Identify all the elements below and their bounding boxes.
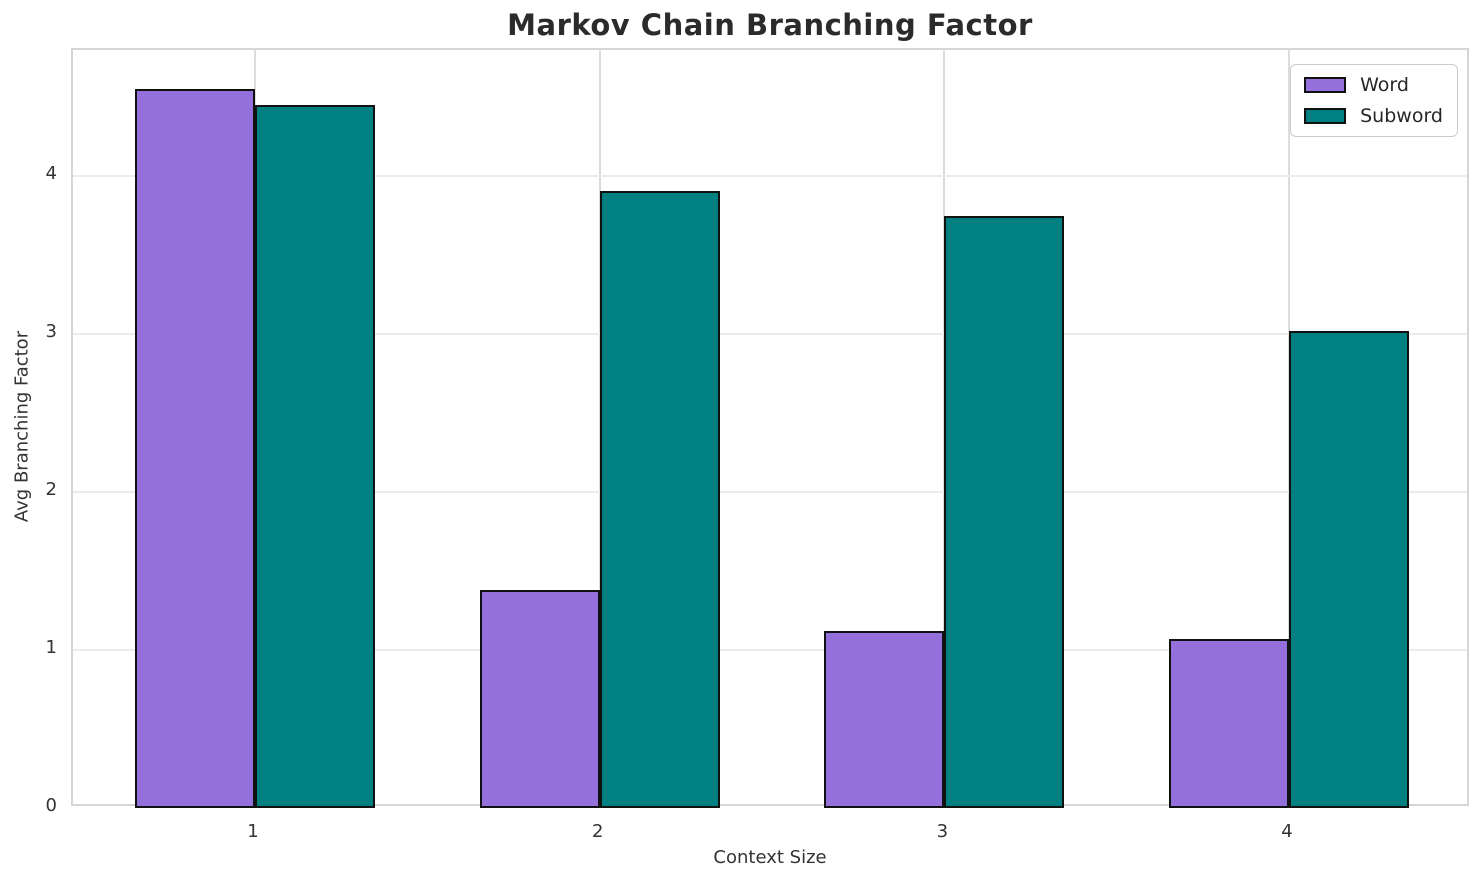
bar-word-3 xyxy=(824,631,945,808)
horizontal-gridline-3 xyxy=(73,333,1467,336)
bar-subword-2 xyxy=(599,190,720,808)
bar-word-4 xyxy=(1168,639,1289,808)
bar-word-2 xyxy=(479,590,600,808)
bar-word-1 xyxy=(135,89,256,808)
legend-item-subword: Subword xyxy=(1304,105,1443,127)
legend-label-word: Word xyxy=(1360,74,1409,96)
legend: Word Subword xyxy=(1290,64,1458,137)
x-tick-label-2: 2 xyxy=(591,821,604,842)
y-tick-label-4: 4 xyxy=(45,163,57,185)
legend-item-word: Word xyxy=(1304,74,1443,96)
bar-subword-4 xyxy=(1288,331,1409,808)
horizontal-gridline-1 xyxy=(73,649,1467,652)
horizontal-gridline-2 xyxy=(73,491,1467,494)
chart-title: Markov Chain Branching Factor xyxy=(507,8,1033,42)
x-tick-label-3: 3 xyxy=(936,821,949,842)
y-tick-label-2: 2 xyxy=(45,479,57,501)
y-tick-label-0: 0 xyxy=(45,795,57,816)
y-tick-label-1: 1 xyxy=(45,637,57,659)
y-tick-label-3: 3 xyxy=(45,321,57,343)
legend-label-subword: Subword xyxy=(1360,105,1443,127)
x-tick-label-1: 1 xyxy=(247,821,259,842)
legend-swatch-subword xyxy=(1304,108,1347,124)
bar-subword-1 xyxy=(255,105,376,808)
x-axis-label: Context Size xyxy=(713,847,827,868)
legend-swatch-word xyxy=(1304,77,1347,93)
x-tick-label-4: 4 xyxy=(1281,821,1293,842)
plot-area: Word Subword xyxy=(71,48,1469,808)
horizontal-gridline-4 xyxy=(73,175,1467,178)
bar-subword-3 xyxy=(944,215,1065,808)
